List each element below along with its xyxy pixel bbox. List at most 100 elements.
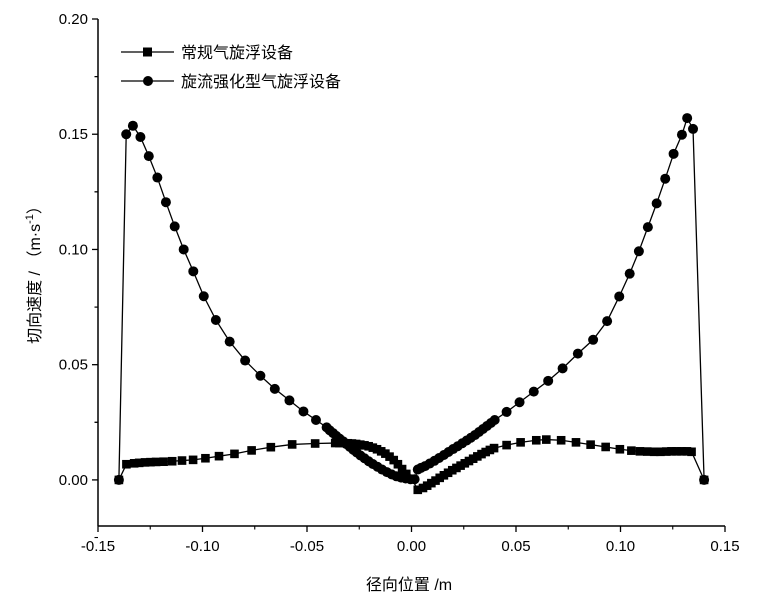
data-point-circle bbox=[269, 383, 280, 394]
data-point-circle bbox=[624, 268, 635, 279]
data-point-square bbox=[247, 446, 256, 455]
data-point-circle bbox=[688, 123, 699, 134]
y-axis-title-close: ） bbox=[26, 198, 44, 214]
legend-marker-circle bbox=[143, 76, 153, 86]
data-point-square bbox=[571, 438, 581, 447]
series-2 bbox=[113, 113, 710, 485]
data-point-circle bbox=[298, 406, 309, 417]
data-point-circle bbox=[676, 129, 687, 140]
legend-label-series-2: 旋流强化型气旋浮设备 bbox=[181, 73, 341, 91]
data-point-square bbox=[615, 444, 625, 454]
data-point-circle bbox=[514, 397, 525, 408]
data-point-square bbox=[134, 458, 144, 468]
data-point-circle bbox=[528, 386, 539, 397]
data-point-square bbox=[656, 447, 665, 457]
x-tick-label: 0.00 bbox=[397, 538, 426, 555]
data-point-circle bbox=[188, 266, 199, 277]
legend-label-series-1: 常规气旋浮设备 bbox=[181, 44, 293, 62]
data-point-square bbox=[586, 440, 595, 449]
y-tick-label: 0.00 bbox=[59, 472, 88, 489]
data-point-square bbox=[542, 435, 551, 444]
data-point-circle bbox=[121, 129, 132, 140]
data-point-square bbox=[310, 439, 320, 448]
data-point-square bbox=[672, 447, 681, 456]
x-tick-label: -0.15 bbox=[81, 538, 115, 555]
data-point-circle bbox=[409, 474, 420, 485]
data-point-circle bbox=[310, 414, 321, 425]
data-point-circle bbox=[614, 291, 625, 302]
legend-entry-series-2: 旋流强化型气旋浮设备 bbox=[121, 73, 341, 91]
data-point-circle bbox=[178, 244, 189, 255]
data-point-square bbox=[167, 456, 177, 466]
data-point-circle bbox=[588, 334, 599, 345]
data-point-square bbox=[642, 447, 652, 456]
y-axis-title-main: 切向速度 / （m·s bbox=[26, 224, 44, 344]
legend-marker-square bbox=[143, 47, 152, 57]
y-tick-label: 0.05 bbox=[59, 357, 88, 374]
data-point-square bbox=[266, 442, 276, 452]
data-point-circle bbox=[160, 197, 171, 208]
data-point-square bbox=[397, 464, 407, 474]
x-axis: -0.15 -0.10 -0.05 0.00 0.05 0.10 0.15 bbox=[81, 526, 740, 555]
data-point-square bbox=[230, 449, 239, 459]
data-point-square bbox=[531, 435, 541, 445]
data-point-circle bbox=[489, 414, 500, 425]
data-point-circle bbox=[152, 172, 163, 183]
y-tick-label: 0.15 bbox=[59, 126, 88, 143]
data-point-circle bbox=[224, 336, 235, 347]
data-point-square bbox=[516, 438, 525, 447]
data-point-square bbox=[635, 447, 645, 456]
data-point-circle bbox=[543, 375, 554, 386]
data-point-square bbox=[413, 485, 423, 495]
data-point-square bbox=[677, 447, 686, 456]
x-tick-label: -0.05 bbox=[290, 538, 324, 555]
y-axis-title-exponent: -1 bbox=[24, 214, 36, 224]
y-axis: 0.00 0.05 0.10 0.15 0.20 bbox=[59, 11, 98, 539]
data-point-square bbox=[682, 447, 692, 456]
x-tick-label: 0.10 bbox=[606, 538, 635, 555]
series-layer bbox=[113, 113, 710, 495]
data-point-square bbox=[122, 459, 131, 469]
data-point-circle bbox=[284, 395, 295, 406]
data-point-circle bbox=[660, 173, 671, 184]
data-point-circle bbox=[113, 474, 124, 485]
data-point-circle bbox=[668, 148, 679, 159]
data-point-square bbox=[177, 456, 187, 465]
data-point-circle bbox=[143, 151, 154, 162]
data-point-square bbox=[556, 435, 566, 445]
data-point-square bbox=[287, 440, 297, 449]
x-tick-label: 0.15 bbox=[710, 538, 739, 555]
data-point-circle bbox=[572, 348, 583, 359]
legend-entry-series-1: 常规气旋浮设备 bbox=[121, 44, 293, 62]
y-tick-label: 0.20 bbox=[59, 11, 88, 28]
legend: 常规气旋浮设备 旋流强化型气旋浮设备 bbox=[121, 44, 341, 91]
data-point-square bbox=[687, 447, 696, 457]
data-point-square bbox=[661, 447, 671, 456]
data-point-square bbox=[129, 459, 139, 468]
data-point-circle bbox=[135, 131, 146, 142]
data-point-circle bbox=[255, 370, 266, 381]
data-point-circle bbox=[169, 221, 180, 232]
data-point-circle bbox=[633, 246, 644, 257]
data-point-square bbox=[159, 457, 168, 467]
x-tick-label: 0.05 bbox=[501, 538, 530, 555]
y-tick-label: 0.10 bbox=[59, 241, 88, 258]
data-point-square bbox=[489, 443, 499, 453]
data-point-square bbox=[146, 457, 155, 467]
data-point-square bbox=[393, 459, 403, 469]
data-point-square bbox=[140, 458, 150, 467]
data-point-square bbox=[649, 447, 659, 457]
data-point-square bbox=[502, 440, 511, 450]
data-point-circle bbox=[682, 113, 693, 124]
data-point-circle bbox=[198, 291, 209, 302]
series-1 bbox=[114, 435, 709, 495]
data-point-circle bbox=[557, 363, 568, 374]
data-point-square bbox=[201, 453, 210, 463]
data-point-square bbox=[627, 446, 636, 455]
y-axis-title: 切向速度 / （m·s-1） bbox=[24, 198, 44, 344]
data-point-square bbox=[151, 457, 161, 467]
data-point-circle bbox=[642, 222, 653, 233]
data-point-circle bbox=[602, 316, 613, 327]
data-point-square bbox=[188, 455, 198, 465]
